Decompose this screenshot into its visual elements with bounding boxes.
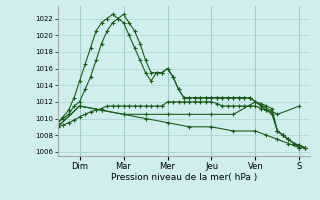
X-axis label: Pression niveau de la mer( hPa ): Pression niveau de la mer( hPa ) bbox=[111, 173, 257, 182]
